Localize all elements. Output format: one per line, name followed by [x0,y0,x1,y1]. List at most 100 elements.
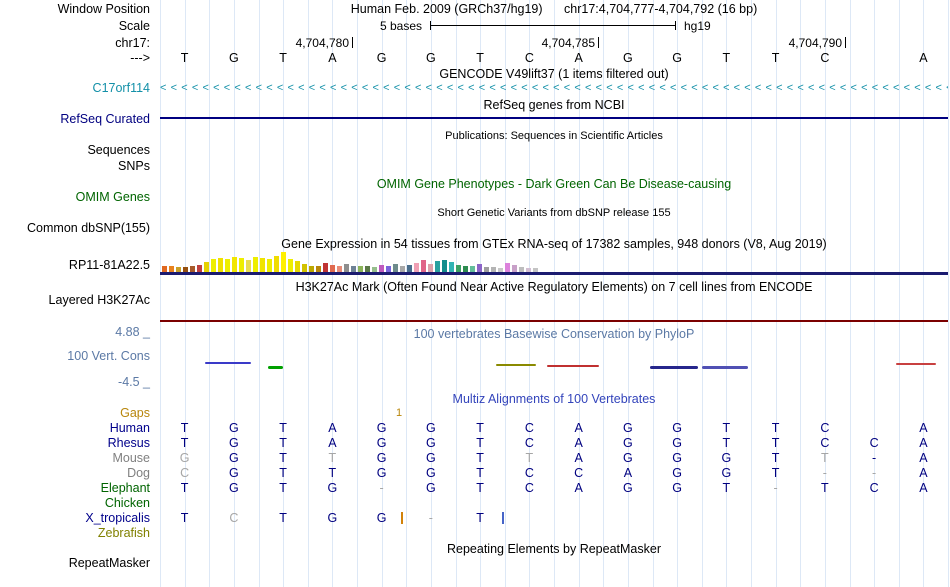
multiz-base: G [229,421,239,435]
conservation-mark [268,366,283,369]
repeatmasker-track-title[interactable]: Repeating Elements by RepeatMasker [446,542,661,556]
multiz-base: T [279,436,287,450]
ruler-tick [352,37,353,48]
gtex-bar [295,261,300,272]
multiz-base: T [476,466,484,480]
gtex-bar [477,264,482,272]
ruler-base: C [524,51,534,65]
common-dbsnp-label[interactable]: Common dbSNP(155) [27,221,150,235]
multiz-species-label-zebrafish[interactable]: Zebrafish [97,526,150,540]
multiz-base: G [623,421,633,435]
gtex-bar [288,259,293,272]
multiz-species-label-elephant[interactable]: Elephant [100,481,150,495]
multiz-species-label-chicken[interactable]: Chicken [104,496,150,510]
ruler-tick-label: 4,704,790 [788,36,842,50]
gtex-track-title[interactable]: Gene Expression in 54 tissues from GTEx … [281,237,827,251]
multiz-base: T [476,511,484,525]
conservation-mark [702,366,748,369]
gtex-bar [232,257,237,272]
gridline [701,0,703,587]
gtex-bar [449,262,454,272]
ruler-tick [845,37,846,48]
gtex-bar [519,267,524,272]
gtex-bar [491,267,496,272]
multiz-base: A [623,466,633,480]
gtex-bar [505,263,510,272]
gridline [874,0,876,587]
gtex-bar [428,264,433,272]
gtex-bar [225,259,230,272]
omim-genes-label[interactable]: OMIM Genes [75,190,150,204]
gene-label-c17orf114[interactable]: C17orf114 [92,81,150,95]
ruler-base: A [328,51,337,65]
snps-label[interactable]: SNPs [118,159,150,173]
conservation-mark [650,366,698,369]
multiz-base: C [869,481,879,495]
gtex-bar [442,260,447,272]
refseq-curated-label[interactable]: RefSeq Curated [60,112,150,126]
omim-track-title[interactable]: OMIM Gene Phenotypes - Dark Green Can Be… [376,177,732,191]
assembly-name: Human Feb. 2009 (GRCh37/hg19) [350,2,543,16]
multiz-species-label-mouse[interactable]: Mouse [112,451,150,465]
gridline [307,0,309,587]
multiz-species-label-dog[interactable]: Dog [127,466,150,480]
multiz-base: T [476,481,484,495]
multiz-base: T [722,481,731,495]
multiz-species-label-gaps[interactable]: Gaps [120,406,150,420]
sequences-label[interactable]: Sequences [87,143,150,157]
refseq-curated-line [160,117,948,119]
multiz-base: T [771,436,780,450]
multiz-species-label-rhesus[interactable]: Rhesus [107,436,150,450]
gridline [677,0,679,587]
gtex-bar [456,265,461,272]
multiz-base: G [376,511,387,525]
ruler-base: G [672,51,682,65]
multiz-base: T [180,511,189,525]
repeatmasker-label[interactable]: RepeatMasker [68,556,150,570]
gtex-bar [302,264,307,272]
ruler-base: G [376,51,387,65]
gridline [233,0,235,587]
gridline [504,0,506,587]
gtex-bar [414,263,419,272]
ruler-base: T [180,51,189,65]
multiz-base: C [229,511,239,525]
gtex-bar [246,260,251,272]
conservation-mark [205,362,251,364]
multiz-base: G [623,436,633,450]
multiz-base: - [428,511,433,525]
refseq-track-title[interactable]: RefSeq genes from NCBI [483,98,625,112]
gtex-bar [337,266,342,272]
gencode-track-title[interactable]: GENCODE V49lift37 (1 items filtered out) [439,67,669,81]
multiz-base: C [820,436,830,450]
multiz-species-label-human[interactable]: Human [109,421,150,435]
gtex-bar [309,266,314,272]
multiz-track-title[interactable]: Multiz Alignments of 100 Vertebrates [452,392,656,406]
gridline [751,0,752,587]
h3k27ac-track-title[interactable]: H3K27Ac Mark (Often Found Near Active Re… [295,280,813,294]
conservation-track-label[interactable]: 100 Vert. Cons [67,349,150,363]
multiz-base: T [328,466,337,480]
gtex-bar [498,268,503,272]
conservation-mark [896,363,936,365]
multiz-base: T [722,436,731,450]
publications-track-title[interactable]: Publications: Sequences in Scientific Ar… [445,130,663,142]
gridline [849,0,851,587]
multiz-base: T [180,481,189,495]
multiz-base: G [426,466,436,480]
dbsnp-track-title[interactable]: Short Genetic Variants from dbSNP releas… [437,207,671,219]
gtex-bar [358,266,363,272]
conservation-track-title[interactable]: 100 vertebrates Basewise Conservation by… [413,327,695,341]
gtex-gene-label[interactable]: RP11-81A22.5 [68,258,150,272]
multiz-base: A [574,436,583,450]
gridline [455,0,457,587]
assembly-tag: hg19 [684,19,711,33]
multiz-base: T [476,436,484,450]
multiz-base: - [379,481,384,495]
direction-label: ---> [130,51,150,65]
layered-h3k27ac-label[interactable]: Layered H3K27Ac [48,293,150,307]
multiz-species-label-x_tropicalis[interactable]: X_tropicalis [85,511,150,525]
gtex-bar [211,259,216,272]
gtex-bar [253,257,258,272]
multiz-base: G [376,451,387,465]
